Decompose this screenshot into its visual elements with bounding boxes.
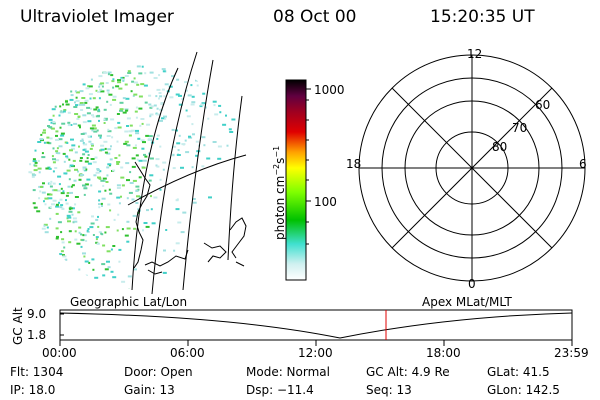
colorbar-ticks bbox=[306, 88, 311, 245]
mlt-label-6: 6 bbox=[579, 157, 587, 171]
colorbar bbox=[286, 80, 306, 280]
geo-grid bbox=[127, 51, 247, 295]
info-mode: Mode: Normal bbox=[246, 365, 330, 379]
mlt-label-12: 12 bbox=[467, 47, 483, 61]
time-label: 15:20:35 UT bbox=[430, 7, 535, 27]
coastline bbox=[133, 161, 247, 275]
x-tick-1800: 18:00 bbox=[426, 346, 461, 360]
timeline-right-label: Apex MLat/MLT bbox=[422, 295, 512, 309]
colorbar-unit-label: photon cm−2s−1 bbox=[272, 145, 287, 240]
app-title: Ultraviolet Imager bbox=[20, 7, 174, 27]
x-tick-1200: 12:00 bbox=[298, 346, 333, 360]
x-tick-2359: 23:59 bbox=[554, 346, 589, 360]
timeline-plot bbox=[59, 309, 573, 346]
info-gc-alt: GC Alt: 4.9 Re bbox=[366, 365, 450, 379]
info-glon: GLon: 142.5 bbox=[487, 383, 560, 397]
y-tick-1-8: 1.8 bbox=[27, 328, 47, 342]
timeline-left-label: Geographic Lat/Lon bbox=[70, 295, 188, 309]
aurora-image bbox=[28, 65, 236, 289]
y-tick-9: 9.0 bbox=[27, 307, 47, 321]
info-seq: Seq: 13 bbox=[366, 383, 412, 397]
info-glat: GLat: 41.5 bbox=[487, 365, 550, 379]
date-label: 08 Oct 00 bbox=[273, 7, 357, 27]
colorbar-tick-1000: 1000 bbox=[314, 83, 345, 97]
info-gain: Gain: 13 bbox=[124, 383, 175, 397]
mlat-label-60: 60 bbox=[535, 98, 551, 112]
x-tick-0000: 00:00 bbox=[42, 346, 77, 360]
mlat-label-80: 80 bbox=[492, 140, 508, 154]
info-flight: Flt: 1304 bbox=[10, 365, 64, 379]
x-tick-0600: 06:00 bbox=[170, 346, 205, 360]
info-ip: IP: 18.0 bbox=[10, 383, 56, 397]
info-door: Door: Open bbox=[124, 365, 193, 379]
mlat-label-70: 70 bbox=[512, 121, 528, 135]
mlt-label-18: 18 bbox=[346, 157, 362, 171]
info-dsp: Dsp: −11.4 bbox=[246, 383, 314, 397]
polar-plot bbox=[358, 54, 586, 282]
colorbar-tick-100: 100 bbox=[314, 195, 337, 209]
mlt-label-0: 0 bbox=[468, 277, 476, 291]
timeline-axis-title: GC Alt bbox=[11, 307, 25, 345]
